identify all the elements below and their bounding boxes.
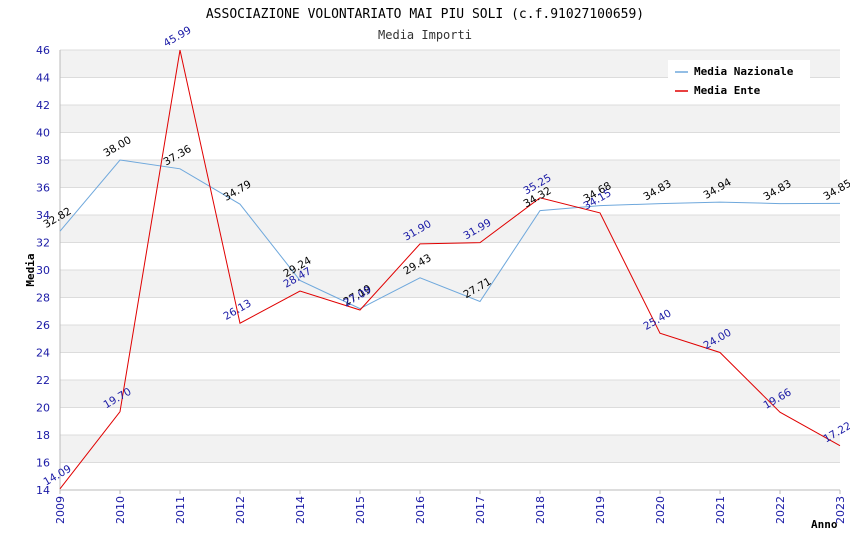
x-axis-ticks: 2009 2010 2011 2012 2014 2015 2016 2017 2018 2019…	[54, 490, 847, 524]
grid-band	[60, 325, 840, 353]
chart-title: ASSOCIAZIONE VOLONTARIATO MAI PIU SOLI (…	[206, 7, 644, 22]
x-tick-label: 2022	[774, 496, 787, 524]
y-tick-label: 20	[36, 402, 50, 415]
grid-band	[60, 132, 840, 160]
grid-band	[60, 352, 840, 380]
legend-label-media-nazionale: Media Nazionale	[694, 65, 794, 78]
legend-label-media-ente: Media Ente	[694, 84, 761, 97]
x-tick-label: 2012	[234, 496, 247, 524]
x-tick-label: 2010	[114, 496, 127, 524]
grid-band	[60, 160, 840, 188]
y-tick-label: 14	[36, 484, 50, 497]
x-tick-label: 2020	[654, 496, 667, 524]
y-tick-label: 32	[36, 237, 50, 250]
y-tick-label: 44	[36, 72, 50, 85]
grid-lines	[59, 49, 840, 491]
y-axis-label: Media	[24, 253, 37, 286]
grid-band	[60, 105, 840, 133]
y-tick-label: 18	[36, 429, 50, 442]
grid-band	[60, 242, 840, 270]
x-tick-label: 2011	[174, 496, 187, 524]
x-tick-label: 2009	[54, 496, 67, 524]
grid-band	[60, 407, 840, 435]
y-tick-label: 28	[36, 292, 50, 305]
plot-background	[60, 50, 840, 490]
y-tick-label: 30	[36, 264, 50, 277]
y-tick-label: 16	[36, 457, 50, 470]
x-tick-label: 2014	[294, 496, 307, 524]
series-line-media-nazionale	[59, 159, 841, 310]
grid-band	[60, 435, 840, 463]
x-axis-label: Anno	[811, 518, 838, 531]
x-tick-label: 2016	[414, 496, 427, 524]
legend: Media Nazionale Media Ente	[668, 60, 810, 102]
y-tick-label: 38	[36, 154, 50, 167]
x-tick-label: 2018	[534, 496, 547, 524]
x-tick-label: 2023	[834, 496, 847, 524]
y-tick-label: 34	[36, 209, 50, 222]
x-tick-label: 2015	[354, 496, 367, 524]
chart-subtitle: Media Importi	[378, 28, 472, 42]
y-axis-ticks: 14 16 18 20 22 24 26 28 30 32 34 36 38 40 42 44 46	[36, 44, 50, 497]
grid-band	[60, 462, 840, 490]
x-tick-label: 2017	[474, 496, 487, 524]
y-tick-label: 36	[36, 182, 50, 195]
grid-band	[60, 270, 840, 298]
grid-band	[60, 297, 840, 325]
y-tick-label: 42	[36, 99, 50, 112]
legend-box	[668, 60, 810, 102]
y-tick-label: 46	[36, 44, 50, 57]
y-tick-label: 26	[36, 319, 50, 332]
y-tick-label: 22	[36, 374, 50, 387]
grid-band	[60, 187, 840, 215]
data-label: 45.99	[162, 24, 194, 49]
y-tick-label: 24	[36, 347, 50, 360]
grid-band	[60, 380, 840, 408]
x-tick-label: 2021	[714, 496, 727, 524]
y-tick-label: 40	[36, 127, 50, 140]
series-line-media-ente	[59, 50, 841, 490]
series-lines	[59, 50, 841, 490]
grid-band	[60, 215, 840, 243]
x-tick-label: 2019	[594, 496, 607, 524]
